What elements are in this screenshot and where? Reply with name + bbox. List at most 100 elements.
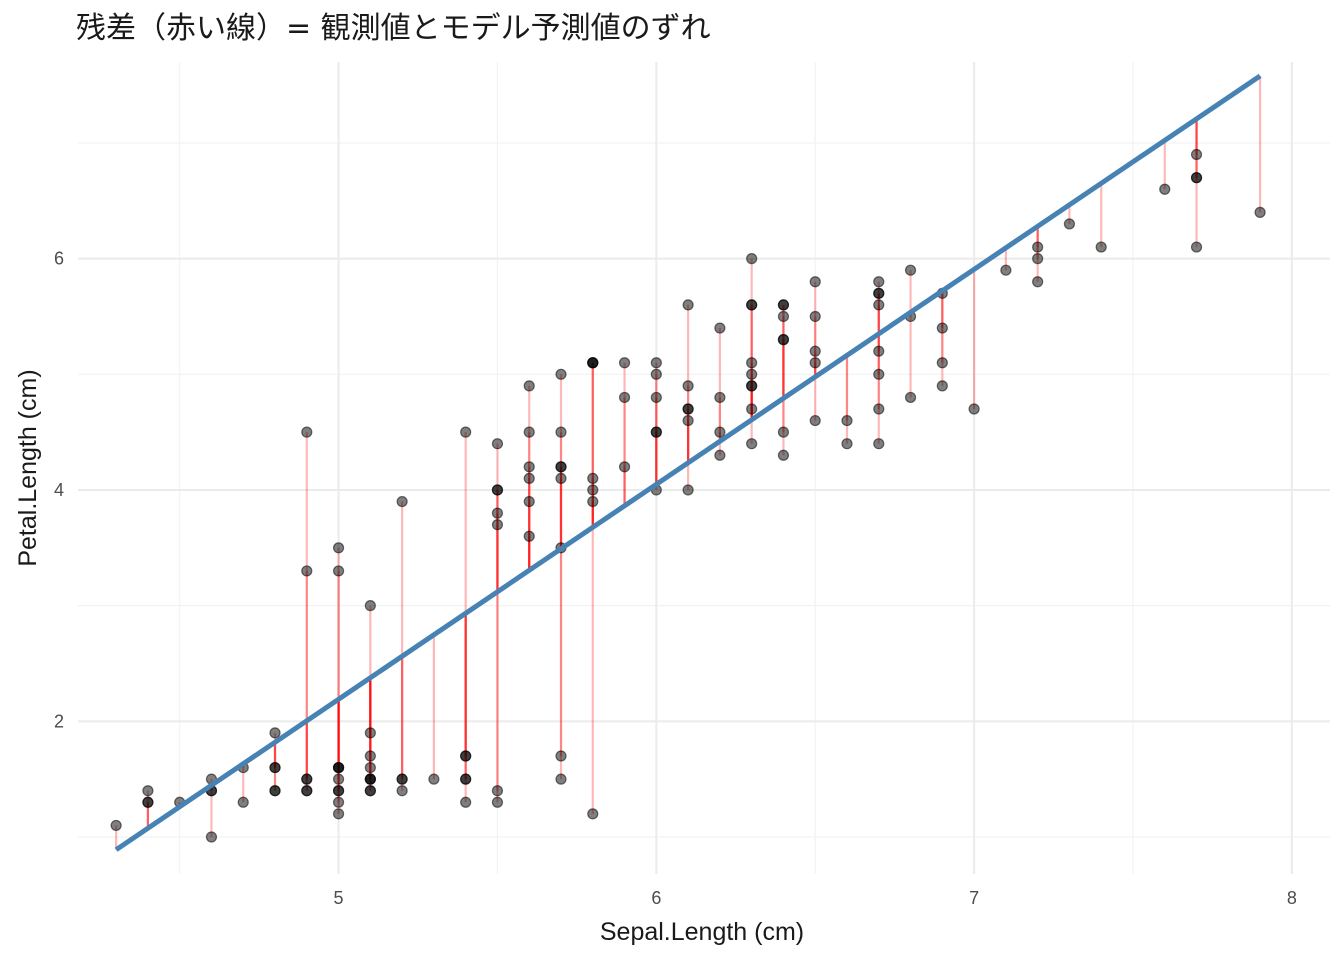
data-point [301,565,313,577]
data-point [809,357,821,369]
data-point [682,403,694,415]
data-point [1063,218,1076,230]
data-point [555,368,567,380]
data-point [523,461,535,473]
data-point [682,299,694,311]
data-point [491,796,504,808]
data-point [555,426,567,438]
x-tick-label: 7 [969,888,979,908]
data-point [491,519,504,531]
data-point [873,403,885,415]
data-point [777,299,790,311]
data-point [873,438,885,450]
data-point [1032,253,1044,265]
y-tick-label: 6 [54,249,64,269]
data-point [714,322,726,334]
x-axis-title: Sepal.Length (cm) [600,918,804,946]
data-point [777,426,790,438]
data-point [460,750,472,762]
data-point [1190,241,1203,253]
data-point [237,796,249,808]
data-point [587,357,599,369]
data-point [682,484,694,496]
data-point [332,785,345,797]
data-point [904,391,917,404]
data-point [301,426,313,438]
data-point [364,750,376,762]
data-point [1032,241,1044,253]
data-point [1190,172,1203,184]
data-point [618,357,631,369]
data-point [587,495,599,508]
regression-line [114,73,1262,852]
data-point [904,264,917,276]
data-point [364,761,376,774]
data-point [873,276,885,288]
data-point [587,484,599,496]
data-point [460,426,472,438]
data-point [1095,241,1107,253]
data-point [301,773,313,785]
data-point [809,276,821,288]
data-point [841,438,853,450]
y-tick-label: 4 [54,480,64,500]
data-point [396,773,408,785]
data-point [650,357,662,369]
x-axis-ticks: 5 6 7 8 [334,888,1297,908]
data-point [491,484,504,496]
data-point [936,357,948,369]
data-point [269,727,281,739]
data-point [142,796,154,808]
data-point [523,472,535,485]
data-point [1254,206,1266,218]
data-point [523,426,535,438]
data-point [1000,264,1012,276]
data-point [936,380,948,392]
data-point [460,796,472,808]
data-point [523,380,535,392]
data-point [650,391,662,404]
data-point [364,600,376,612]
y-tick-label: 2 [54,711,64,731]
data-point [332,796,345,808]
x-tick-label: 8 [1287,888,1297,908]
data-point [714,449,726,461]
data-point [873,345,885,357]
data-point [364,785,376,797]
data-point [269,761,281,774]
data-point [332,542,345,554]
data-point [332,808,345,820]
data-point [746,253,758,265]
data-point [555,750,567,762]
x-tick-label: 6 [651,888,661,908]
data-point [364,727,376,739]
data-point [555,773,567,785]
data-point [491,507,504,519]
data-point [491,438,504,450]
data-point [142,785,154,797]
data-point [777,449,790,461]
data-point [618,461,631,473]
x-tick-label: 5 [334,888,344,908]
data-point [650,426,662,438]
data-point [428,773,440,785]
data-point [746,438,758,450]
data-point [205,831,218,843]
data-points [110,148,1266,843]
chart-title: 残差（赤い線）= 観測値とモデル予測値のずれ [76,11,711,46]
data-point [396,785,408,797]
data-point [968,403,980,415]
data-point [714,391,726,404]
data-point [746,380,758,392]
data-point [1159,183,1171,195]
data-point [873,368,885,380]
data-point [809,310,821,323]
data-point [491,785,504,797]
data-point [777,334,790,346]
data-point [301,785,313,797]
data-point [682,414,694,427]
data-point [746,357,758,369]
regression-line-group [114,73,1262,852]
data-point [841,414,853,427]
